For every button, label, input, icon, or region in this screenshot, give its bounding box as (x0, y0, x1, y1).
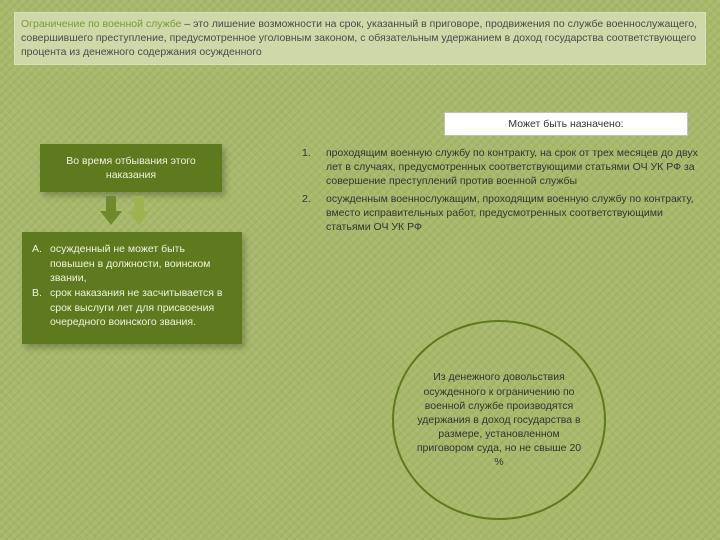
arrow-down-icon (128, 196, 150, 226)
lettered-list-box: A. осужденный не может быть повышен в до… (22, 232, 242, 344)
list-number-2: 2. (302, 192, 326, 235)
list-item: A. осужденный не может быть повышен в до… (32, 242, 232, 286)
list-letter-a: A. (32, 242, 50, 286)
circle-text: Из денежного довольствия осужденного к о… (416, 370, 582, 469)
list-text-1: проходящим военную службу по контракту, … (326, 146, 702, 189)
list-item: 1. проходящим военную службу по контракт… (302, 146, 702, 189)
arrow-down-icon (100, 196, 122, 226)
arrow-group (100, 196, 150, 226)
circle-note: Из денежного довольствия осужденного к о… (392, 320, 606, 520)
list-text-2: осужденным военнослужащим, проходящим во… (326, 192, 702, 235)
during-serving-text: Во время отбывания этого наказания (66, 155, 195, 181)
header-box: Ограничение по военной службе – это лише… (14, 12, 706, 65)
list-item: B. срок наказания не засчитывается в сро… (32, 286, 232, 330)
list-item: 2. осужденным военнослужащим, проходящим… (302, 192, 702, 235)
assigned-label: Может быть назначено: (508, 118, 623, 130)
during-serving-box: Во время отбывания этого наказания (40, 144, 222, 192)
numbered-list: 1. проходящим военную службу по контракт… (302, 146, 702, 237)
header-lead: Ограничение по военной службе (21, 18, 182, 30)
list-letter-b: B. (32, 286, 50, 330)
list-text-a: осужденный не может быть повышен в должн… (50, 242, 232, 286)
list-text-b: срок наказания не засчитывается в срок в… (50, 286, 232, 330)
assigned-label-box: Может быть назначено: (444, 112, 688, 136)
list-number-1: 1. (302, 146, 326, 189)
